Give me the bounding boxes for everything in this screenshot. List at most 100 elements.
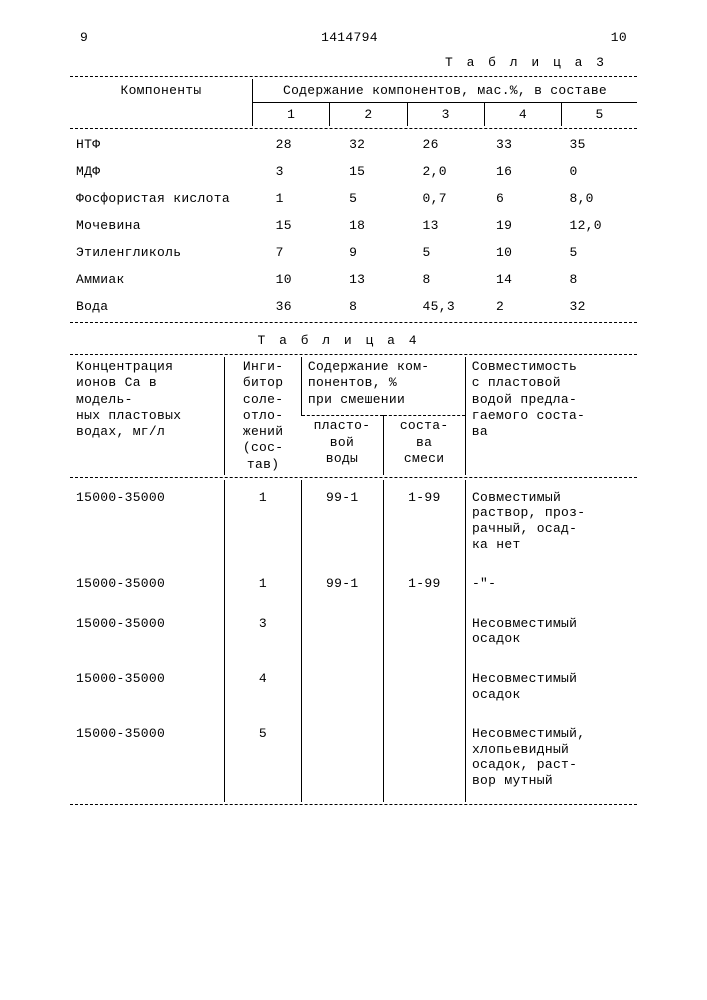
t3-val: 2 xyxy=(490,293,563,320)
divider xyxy=(70,322,637,323)
t3-sub-4: 4 xyxy=(484,103,561,127)
t3-val: 13 xyxy=(343,266,416,293)
t3-val: 18 xyxy=(343,212,416,239)
t4-cell xyxy=(301,606,383,661)
t3-val: 7 xyxy=(270,239,343,266)
table4-body: 15000-35000199-11-99Совместимый раствор,… xyxy=(70,480,637,803)
table3-title: Т а б л и ц а 3 xyxy=(70,55,607,70)
t4-h-content: Содержание ком- понентов, % при смешении xyxy=(301,357,465,416)
doc-number: 1414794 xyxy=(321,30,378,45)
t4-cell: 1-99 xyxy=(383,566,465,606)
t3-name: Вода xyxy=(70,293,270,320)
t4-cell: 4 xyxy=(225,661,302,716)
t4-cell: Несовместимый, хлопьевидный осадок, раст… xyxy=(465,716,637,802)
page-header: 9 1414794 10 xyxy=(80,30,627,45)
t4-cell xyxy=(383,716,465,802)
t4-cell: 1 xyxy=(225,480,302,566)
table-row: Фосфористая кислота150,768,0 xyxy=(70,185,637,212)
t3-name: Аммиак xyxy=(70,266,270,293)
t3-val: 1 xyxy=(270,185,343,212)
t3-val: 35 xyxy=(563,131,637,158)
t3-val: 10 xyxy=(490,239,563,266)
t4-cell xyxy=(301,716,383,802)
t4-cell: 15000-35000 xyxy=(70,480,225,566)
t3-name: НТФ xyxy=(70,131,270,158)
t3-val: 5 xyxy=(417,239,490,266)
divider xyxy=(70,76,637,77)
t3-sub-5: 5 xyxy=(562,103,638,127)
t3-val: 19 xyxy=(490,212,563,239)
t4-cell: 1-99 xyxy=(383,480,465,566)
t3-val: 0,7 xyxy=(417,185,490,212)
t4-cell: 99-1 xyxy=(301,480,383,566)
t3-val: 0 xyxy=(563,158,637,185)
t3-name: Этиленгликоль xyxy=(70,239,270,266)
table3-body: НТФ2832263335МДФ3152,0160Фосфористая кис… xyxy=(70,131,637,320)
t3-val: 28 xyxy=(270,131,343,158)
table4-header: Концентрация ионов Ca в модель- ных плас… xyxy=(70,357,637,475)
table4-title: Т а б л и ц а 4 xyxy=(70,333,607,348)
t3-val: 6 xyxy=(490,185,563,212)
t4-cell xyxy=(301,661,383,716)
t3-val: 3 xyxy=(270,158,343,185)
t3-col-components: Компоненты xyxy=(70,79,253,126)
t4-h-conc: Концентрация ионов Ca в модель- ных плас… xyxy=(70,357,225,475)
t4-cell: 15000-35000 xyxy=(70,716,225,802)
t3-val: 2,0 xyxy=(417,158,490,185)
t4-h-sub1: пласто- вой воды xyxy=(301,416,383,475)
t3-val: 8,0 xyxy=(563,185,637,212)
t4-cell: Несовместимый осадок xyxy=(465,661,637,716)
t3-val: 8 xyxy=(563,266,637,293)
t3-name: МДФ xyxy=(70,158,270,185)
t3-sub-1: 1 xyxy=(253,103,330,127)
t3-val: 33 xyxy=(490,131,563,158)
t3-val: 16 xyxy=(490,158,563,185)
t3-val: 13 xyxy=(417,212,490,239)
t3-val: 32 xyxy=(343,131,416,158)
t4-cell xyxy=(383,606,465,661)
page-right-num: 10 xyxy=(611,30,627,45)
table-row: 15000-350003 Несовместимый осадок xyxy=(70,606,637,661)
t3-val: 5 xyxy=(563,239,637,266)
t3-val: 26 xyxy=(417,131,490,158)
t3-val: 12,0 xyxy=(563,212,637,239)
t3-col-span: Содержание компонентов, мас.%, в составе xyxy=(253,79,638,103)
table3: Компоненты Содержание компонентов, мас.%… xyxy=(70,79,637,126)
t3-val: 14 xyxy=(490,266,563,293)
t4-h-sub2: соста- ва смеси xyxy=(383,416,465,475)
table-row: Этиленгликоль795105 xyxy=(70,239,637,266)
table-row: Аммиак10138148 xyxy=(70,266,637,293)
divider xyxy=(70,128,637,129)
t3-val: 36 xyxy=(270,293,343,320)
t4-cell: 15000-35000 xyxy=(70,566,225,606)
t3-sub-3: 3 xyxy=(407,103,484,127)
t4-h-compat: Совместимость с пластовой водой предла- … xyxy=(465,357,637,475)
t3-val: 8 xyxy=(343,293,416,320)
table-row: 15000-350005Несовместимый, хлопьевидный … xyxy=(70,716,637,802)
t3-val: 8 xyxy=(417,266,490,293)
table-row: НТФ2832263335 xyxy=(70,131,637,158)
t4-h-inh: Инги- битор соле- отло- жений (сос- тав) xyxy=(225,357,302,475)
t3-val: 32 xyxy=(563,293,637,320)
table-row: МДФ3152,0160 xyxy=(70,158,637,185)
divider xyxy=(70,354,637,355)
t4-cell: 15000-35000 xyxy=(70,606,225,661)
t3-val: 5 xyxy=(343,185,416,212)
t3-name: Фосфористая кислота xyxy=(70,185,270,212)
divider xyxy=(70,477,637,478)
t3-val: 15 xyxy=(270,212,343,239)
t4-cell: 99-1 xyxy=(301,566,383,606)
t3-val: 45,3 xyxy=(417,293,490,320)
t4-cell: 15000-35000 xyxy=(70,661,225,716)
t4-cell: 3 xyxy=(225,606,302,661)
t4-cell: -"- xyxy=(465,566,637,606)
t4-cell: Совместимый раствор, проз- рачный, осад-… xyxy=(465,480,637,566)
t4-cell: 1 xyxy=(225,566,302,606)
page-left-num: 9 xyxy=(80,30,88,45)
t4-cell: Несовместимый осадок xyxy=(465,606,637,661)
t3-name: Мочевина xyxy=(70,212,270,239)
t3-sub-2: 2 xyxy=(330,103,407,127)
table-row: 15000-350004 Несовместимый осадок xyxy=(70,661,637,716)
table-row: Мочевина1518131912,0 xyxy=(70,212,637,239)
table-row: Вода36845,3232 xyxy=(70,293,637,320)
